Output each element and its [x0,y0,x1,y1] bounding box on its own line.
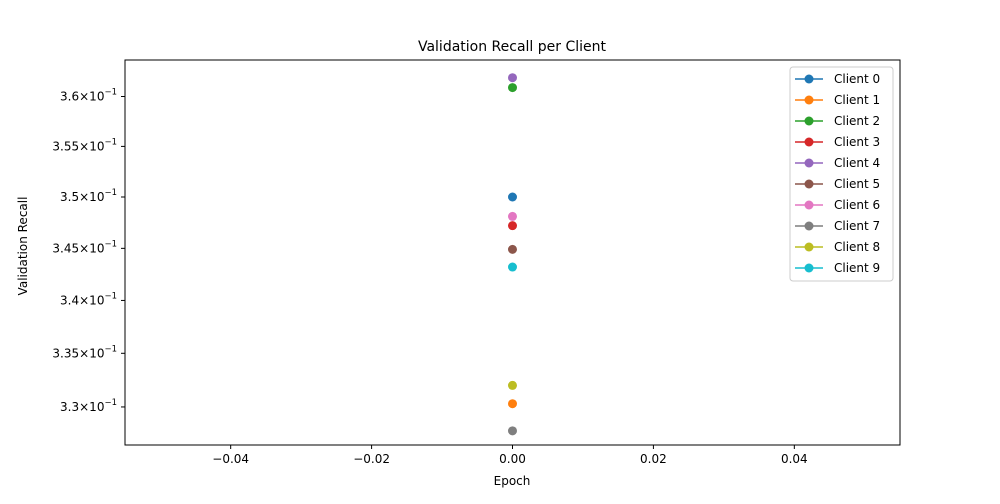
y-tick-label: 3.35×10−1 [52,344,117,360]
legend-marker-client-5 [804,179,814,189]
chart-title: Validation Recall per Client [418,39,607,55]
data-point-client-5 [508,244,517,254]
legend-label-client-6: Client 6 [834,198,880,212]
data-point-client-9 [508,262,517,272]
data-point-client-1 [508,399,517,409]
data-point-client-7 [508,426,517,436]
legend-label-client-2: Client 2 [834,114,880,128]
legend-label-client-5: Client 5 [834,177,880,191]
plot-area: −0.04 −0.02 0.00 0.02 0.04 3.3×10−1 3.35×10−1 3… [52,59,901,466]
legend-label-client-3: Client 3 [834,135,880,149]
legend-marker-client-1 [804,95,814,105]
legend-label-client-1: Client 1 [834,93,880,107]
x-axis-label: Epoch [494,474,531,488]
data-point-client-8 [508,380,517,390]
y-tick-label: 3.45×10−1 [52,239,117,255]
legend-label-client-0: Client 0 [834,72,880,86]
legend-marker-client-9 [804,263,814,273]
y-tick-label: 3.6×10−1 [60,87,117,103]
y-tick-label: 3.3×10−1 [60,398,117,414]
data-point-client-4 [508,73,517,83]
data-point-client-3 [508,221,517,231]
legend-label-client-9: Client 9 [834,261,880,275]
x-tick-label: −0.02 [353,452,390,466]
x-tick-label: 0.04 [781,452,808,466]
legend-marker-client-4 [804,158,814,168]
y-tick-label: 3.4×10−1 [60,291,117,307]
y-tick-label: 3.55×10−1 [52,137,117,153]
data-point-client-2 [508,83,517,93]
legend: Client 0 Client 1 Client 2 Client 3 Client 4… [789,66,894,282]
y-axis-label: Validation Recall [16,197,30,296]
legend-marker-client-8 [804,242,814,252]
y-tick-label: 3.5×10−1 [60,188,117,204]
legend-marker-client-7 [804,221,814,231]
legend-marker-client-3 [804,137,814,147]
legend-label-client-8: Client 8 [834,240,880,254]
legend-marker-client-2 [804,116,814,126]
data-point-client-6 [508,211,517,221]
data-point-client-0 [508,192,517,202]
legend-label-client-4: Client 4 [834,156,880,170]
x-tick-label: −0.04 [212,452,249,466]
legend-marker-client-6 [804,200,814,210]
x-tick-label: 0.02 [640,452,667,466]
legend-label-client-7: Client 7 [834,219,880,233]
legend-marker-client-0 [804,74,814,84]
x-tick-label: 0.00 [499,452,526,466]
